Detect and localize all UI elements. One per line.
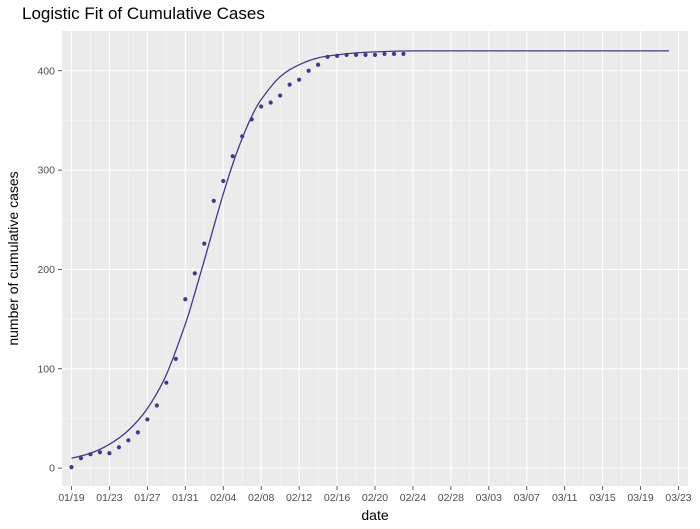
- data-point: [221, 178, 226, 184]
- data-point: [107, 451, 112, 456]
- fit-line-layer: [71, 50, 670, 459]
- x-tick-label: 02/20: [362, 492, 388, 504]
- x-tick-label: 01/27: [134, 492, 160, 504]
- data-point: [315, 62, 321, 67]
- x-tick-label: 03/03: [476, 492, 502, 504]
- data-point: [401, 51, 406, 56]
- x-tick-label: 02/04: [210, 492, 236, 504]
- data-point: [287, 82, 292, 87]
- y-axis-title: number of cumulative cases: [5, 171, 21, 345]
- data-point: [325, 54, 330, 59]
- x-tick-label: 03/23: [665, 492, 691, 504]
- x-tick-label: 03/07: [514, 492, 540, 504]
- y-tick-label: 200: [37, 264, 55, 276]
- x-tick-label: 01/19: [58, 492, 84, 504]
- data-point: [372, 52, 378, 57]
- data-point: [306, 68, 311, 73]
- data-point: [69, 465, 74, 470]
- data-point: [211, 198, 216, 203]
- data-point: [230, 154, 235, 159]
- minor-grid: [62, 31, 688, 486]
- data-point: [268, 100, 273, 105]
- data-point: [297, 77, 302, 82]
- data-point: [344, 52, 349, 57]
- data-point: [97, 450, 103, 455]
- data-point: [145, 417, 150, 422]
- logistic-fit-line: [71, 50, 670, 459]
- data-point: [88, 452, 93, 457]
- x-tick-label: 02/08: [248, 492, 274, 504]
- y-axis: 0 100 200 300 400: [37, 65, 62, 475]
- data-point: [278, 93, 283, 98]
- data-points-layer: [69, 51, 406, 470]
- data-point: [173, 356, 178, 361]
- data-point: [240, 134, 245, 139]
- data-point: [126, 438, 131, 443]
- x-tick-label: 03/11: [552, 492, 578, 504]
- x-tick-label: 02/24: [400, 492, 426, 504]
- data-point: [164, 380, 169, 385]
- x-axis-title: date: [361, 507, 388, 523]
- y-tick-label: 300: [37, 165, 55, 177]
- x-tick-label: 01/23: [96, 492, 122, 504]
- chart-title: Logistic Fit of Cumulative Cases: [22, 4, 265, 23]
- y-tick-label: 0: [49, 463, 55, 475]
- data-point: [259, 104, 264, 109]
- data-point: [116, 445, 122, 450]
- data-point: [363, 52, 368, 57]
- x-axis: 01/19 01/23 01/27 01/31 02/04 02/08 02/12 02/16…: [58, 486, 692, 504]
- data-point: [183, 297, 188, 302]
- data-point: [202, 241, 207, 246]
- data-point: [353, 52, 359, 57]
- data-point: [382, 51, 387, 56]
- x-tick-label: 02/12: [286, 492, 312, 504]
- x-tick-label: 03/15: [589, 492, 615, 504]
- x-tick-label: 03/19: [627, 492, 653, 504]
- data-point: [192, 271, 197, 276]
- data-point: [78, 456, 84, 461]
- data-point: [135, 430, 140, 435]
- x-tick-label: 02/16: [324, 492, 350, 504]
- data-point: [391, 51, 397, 56]
- data-point: [154, 403, 159, 408]
- y-tick-label: 400: [37, 65, 55, 77]
- data-point: [334, 53, 340, 58]
- y-tick-label: 100: [37, 363, 55, 375]
- x-tick-label: 02/28: [438, 492, 464, 504]
- data-point: [249, 117, 254, 122]
- x-tick-label: 01/31: [172, 492, 198, 504]
- major-grid: [62, 31, 688, 486]
